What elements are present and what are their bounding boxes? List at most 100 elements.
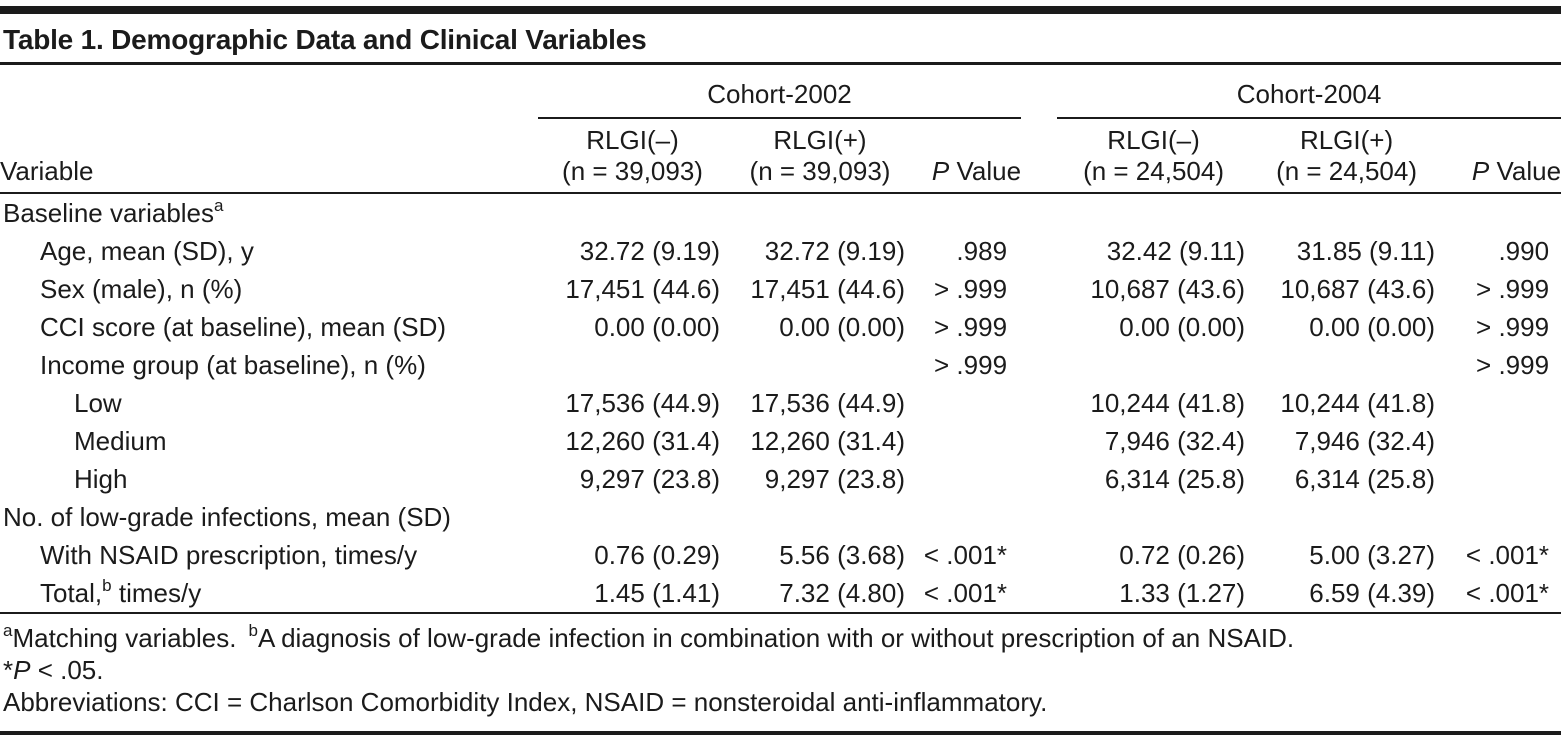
pvalue-p-italic: P: [931, 156, 950, 186]
value-cell-2004-pvalue: > .999: [1476, 350, 1550, 380]
value-cell-2002-pvalue: > .999: [934, 312, 1008, 342]
footnote-pvalue-threshold: *P < .05.: [3, 654, 1558, 686]
value-cell-2002-rlgi-pos: 9,297 (23.8): [764, 464, 905, 494]
footnote-matching-diagnosis: aMatching variables. bA diagnosis of low-…: [3, 622, 1558, 654]
footnote-abbreviations: Abbreviations: CCI = Charlson Comorbidit…: [3, 687, 1048, 717]
value-cell-2002-pvalue: [913, 193, 1021, 232]
table-row: Low 17,536 (44.9) 17,536 (44.9) 10,244 (…: [0, 384, 1561, 422]
table-body: Baseline variablesa Age, mean (SD), y 32…: [0, 193, 1561, 614]
p-italic: P: [13, 655, 31, 685]
value-cell-2002-rlgi-neg: 32.72 (9.19): [579, 236, 720, 266]
bottom-rule: [0, 731, 1561, 735]
value-cell-2004-rlgi-pos: 10,244 (41.8): [1280, 388, 1436, 418]
demographics-table: Cohort-2002 Cohort-2004 Variable RLGI(–)…: [0, 65, 1561, 614]
table-row: Income group (at baseline), n (%) > .999…: [0, 346, 1561, 384]
value-cell-2002-rlgi-pos: 7.32 (4.80): [727, 574, 913, 614]
footnote-b-marker: b: [248, 621, 258, 641]
variable-cell: CCI score (at baseline), mean (SD): [0, 308, 538, 346]
rlgi-pos-label: RLGI(+): [1299, 125, 1394, 155]
value-cell-2004-rlgi-pos: 6,314 (25.8): [1294, 464, 1436, 494]
variable-label: CCI score (at baseline), mean (SD): [40, 312, 447, 342]
rlgi-pos-n: (n = 24,504): [1276, 156, 1417, 186]
value-cell-2002-rlgi-neg: 12,260 (31.4): [565, 426, 720, 456]
table-row: Total,b times/y 1.45 (1.41) 7.32 (4.80) …: [0, 574, 1561, 614]
value-cell-2002-rlgi-pos: 0.00 (0.00): [779, 312, 905, 342]
pvalue-p-italic: P: [1471, 156, 1490, 186]
table-row: Sex (male), n (%) 17,451 (44.6) 17,451 (…: [0, 270, 1561, 308]
rlgi-neg-n: (n = 24,504): [1083, 156, 1224, 186]
value-cell-2004-rlgi-pos: [1250, 498, 1443, 536]
gap-cell: [1021, 270, 1057, 308]
value-cell-2004-rlgi-pos: [1250, 193, 1443, 232]
value-cell-2004-rlgi-pos: 7,946 (32.4): [1294, 426, 1436, 456]
value-cell-2004-pvalue: [1443, 384, 1561, 422]
variable-cell: Low: [0, 384, 538, 422]
variable-label: High: [74, 464, 128, 494]
cohort2004-pvalue-header: P Value: [1443, 118, 1561, 194]
value-cell-2002-rlgi-neg: 9,297 (23.8): [579, 464, 720, 494]
table-row: Baseline variablesa: [0, 193, 1561, 232]
column-header-row: Variable RLGI(–) (n = 39,093) RLGI(+) (n…: [0, 118, 1561, 194]
variable-cell: Baseline variablesa: [0, 193, 538, 232]
value-cell-2004-rlgi-pos: 5.00 (3.27): [1309, 540, 1436, 570]
value-cell-2002-rlgi-neg: [538, 193, 727, 232]
rlgi-neg-n: (n = 39,093): [562, 156, 703, 186]
value-cell-2002-rlgi-pos: 12,260 (31.4): [750, 426, 905, 456]
gap-cell: [1021, 498, 1057, 536]
value-cell-2002-rlgi-pos: [727, 498, 913, 536]
gap-cell: [1021, 536, 1057, 574]
value-cell-2004-rlgi-pos: [1250, 346, 1443, 384]
variable-cell: With NSAID prescription, times/y: [0, 536, 538, 574]
rlgi-neg-label: RLGI(–): [1107, 125, 1200, 155]
value-cell-2004-rlgi-neg: 10,244 (41.8): [1090, 388, 1246, 418]
spanner-blank-cell: [0, 65, 538, 118]
value-cell-2004-rlgi-neg: 6,314 (25.8): [1104, 464, 1246, 494]
value-cell-2002-pvalue: .989: [956, 236, 1008, 266]
value-cell-2004-rlgi-pos: 6.59 (4.39): [1250, 574, 1444, 614]
value-cell-2004-pvalue: > .999: [1476, 274, 1550, 304]
value-cell-2004-pvalue: [1443, 422, 1561, 460]
table-row: High 9,297 (23.8) 9,297 (23.8) 6,314 (25…: [0, 460, 1561, 498]
cohort2002-rlgi-pos-header: RLGI(+) (n = 39,093): [727, 118, 913, 194]
table-row: Age, mean (SD), y 32.72 (9.19) 32.72 (9.…: [0, 232, 1561, 270]
value-cell-2004-rlgi-neg: 32.42 (9.11): [1106, 236, 1246, 266]
variable-label: Age, mean (SD), y: [40, 236, 254, 266]
variable-label-post: times/y: [111, 578, 202, 608]
variable-label: Low: [74, 388, 122, 418]
value-cell-2002-rlgi-neg: 17,536 (44.9): [565, 388, 720, 418]
rlgi-neg-label: RLGI(–): [586, 125, 679, 155]
cohort-2002-header: Cohort-2002: [538, 65, 1022, 119]
variable-cell: Income group (at baseline), n (%): [0, 346, 538, 384]
value-cell-2002-rlgi-pos: 32.72 (9.19): [764, 236, 905, 266]
value-cell-2002-rlgi-pos: 17,536 (44.9): [750, 388, 905, 418]
variable-label: With NSAID prescription, times/y: [40, 540, 418, 570]
value-cell-2002-pvalue: > .999: [934, 274, 1008, 304]
gap-cell: [1021, 308, 1057, 346]
gap-cell: [1021, 346, 1057, 384]
threshold-text: < .05.: [30, 655, 104, 685]
value-cell-2004-pvalue: < .001*: [1443, 574, 1561, 614]
value-cell-2002-rlgi-pos: 17,451 (44.6): [750, 274, 905, 304]
variable-cell: High: [0, 460, 538, 498]
rlgi-pos-n: (n = 39,093): [749, 156, 891, 186]
spanner-gap-cell: [1021, 65, 1057, 118]
value-cell-2004-rlgi-neg: [1057, 346, 1250, 384]
value-cell-2002-pvalue: [913, 498, 1021, 536]
value-cell-2002-pvalue: < .001*: [923, 540, 1008, 570]
gap-cell: [1021, 422, 1057, 460]
cohort-spanner-row: Cohort-2002 Cohort-2004: [0, 65, 1561, 119]
pvalue-rest: Value: [949, 156, 1022, 186]
cohort2004-rlgi-pos-header: RLGI(+) (n = 24,504): [1250, 118, 1444, 194]
title-rule: [0, 62, 1561, 65]
value-cell-2004-pvalue: [1443, 193, 1561, 232]
header-gap-cell: [1021, 118, 1058, 194]
value-cell-2002-rlgi-neg: [538, 498, 727, 536]
cohort2002-rlgi-neg-header: RLGI(–) (n = 39,093): [538, 118, 727, 194]
top-rule-bar: [0, 6, 1561, 14]
variable-label: Sex (male), n (%): [40, 274, 243, 304]
value-cell-2004-rlgi-neg: 1.33 (1.27): [1057, 574, 1251, 614]
footnote-a-text: Matching variables.: [12, 623, 237, 653]
value-cell-2004-rlgi-neg: 7,946 (32.4): [1104, 426, 1246, 456]
variable-cell: Sex (male), n (%): [0, 270, 538, 308]
gap-cell: [1021, 460, 1057, 498]
